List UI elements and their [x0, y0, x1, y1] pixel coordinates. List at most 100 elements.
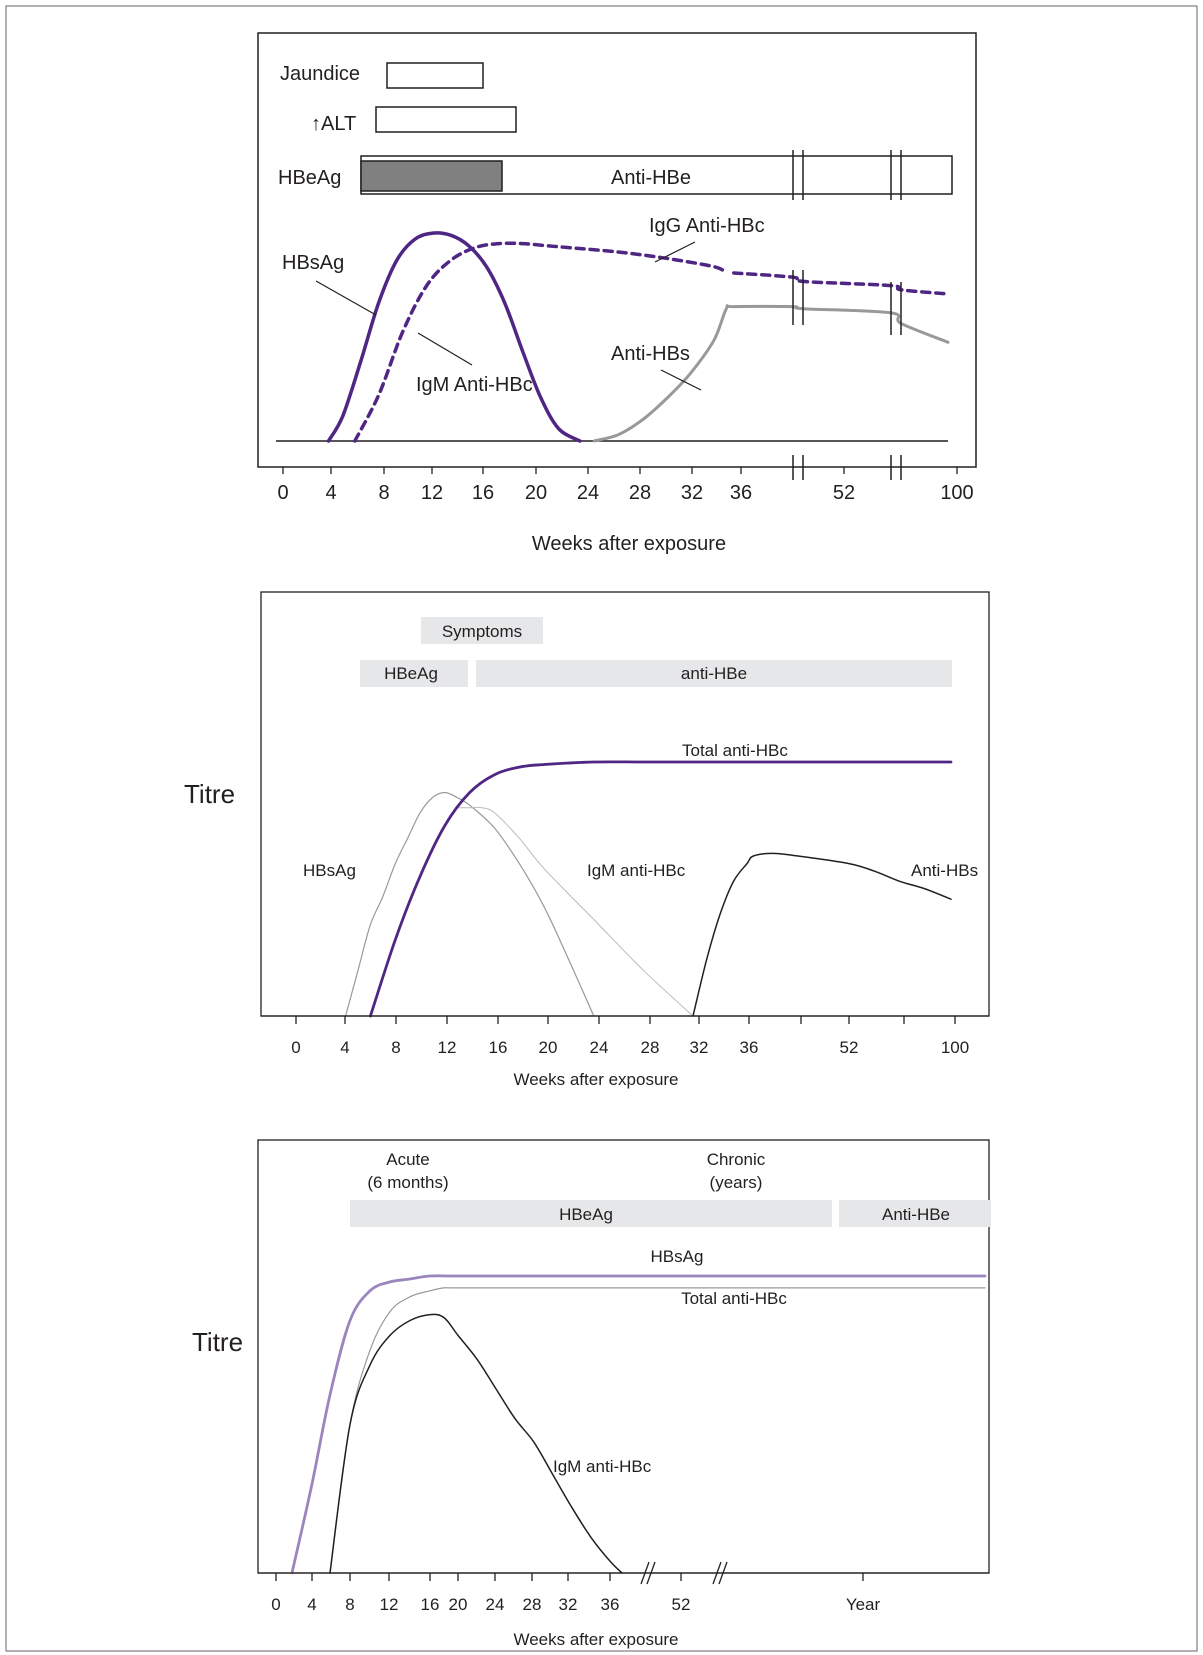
alt-arrow: ↑ — [311, 113, 321, 135]
panel-2-xaxis: 0 4 8 12 16 20 24 28 32 36 52 100 — [261, 1015, 989, 1057]
panel-2-bar-symptoms — [421, 617, 543, 644]
panel-1-curve-igg-anti-hbc — [732, 271, 950, 296]
panel-1-xlabel: Weeks after exposure — [532, 533, 726, 555]
panel-1-curve-breaks — [792, 270, 902, 335]
panel-2-ylabel: Titre — [184, 779, 235, 809]
panel-3-label-hbsag: HBsAg — [651, 1247, 704, 1266]
panel-1-tick-label: 4 — [325, 482, 336, 504]
panel-1-bar-breaks — [792, 150, 902, 200]
panel-1-tick-label: 12 — [421, 482, 443, 504]
panel-3-phase-chronic-1: Chronic — [707, 1150, 766, 1169]
panel-3-xaxis: 0 4 8 12 16 20 24 28 32 36 52 Year — [258, 1572, 989, 1614]
panel-2-label-antihbs: Anti-HBs — [911, 861, 978, 880]
panel-3-axis-breaks — [640, 1561, 728, 1585]
panel-2-bar-antihbe — [476, 660, 952, 687]
panel-3-curve-hbsag — [290, 1274, 987, 1575]
panel-1-tick-label: 32 — [681, 482, 703, 504]
panel-3-tick-label: 4 — [307, 1595, 316, 1614]
panel-2-tick-label: 36 — [740, 1038, 759, 1057]
panel-2-label-hbeag: HBeAg — [384, 664, 438, 683]
panel-3-tick-label: 36 — [601, 1595, 620, 1614]
panel-2-tick-label: 24 — [590, 1038, 609, 1057]
panel-1-tick-label: 36 — [730, 482, 752, 504]
panel-3-tick-label: 8 — [345, 1595, 354, 1614]
panel-2-curve-anti-hbs — [692, 852, 952, 1017]
panel-2-curve-total-anti-hbc — [369, 760, 953, 1018]
panel-1-label-igg: IgG Anti-HBc — [649, 215, 765, 237]
page-border — [5, 5, 1198, 1652]
panel-1-leader-igg — [654, 241, 696, 263]
panel-1-bar-jaundice — [386, 62, 484, 89]
panel-3-curve-total-anti-hbc — [329, 1287, 986, 1574]
panel-1-xaxis: 0 4 8 12 16 20 24 28 32 36 52 100 — [277, 467, 974, 504]
panel-1-label-hbsag: HBsAg — [282, 252, 344, 274]
panel-1-tick-label: 52 — [833, 482, 855, 504]
panel-1-curve-igm-anti-hbc — [353, 241, 729, 443]
panel-3-bar-antihbe — [839, 1200, 991, 1227]
panel-2-tick-label: 12 — [438, 1038, 457, 1057]
panel-2-tick-label: 8 — [391, 1038, 400, 1057]
panel-2-tick-label: 20 — [539, 1038, 558, 1057]
panel-3-xlabel: Weeks after exposure — [513, 1630, 678, 1649]
panel-2-label-total: Total anti-HBc — [682, 741, 788, 760]
panel-2-tick-label: 100 — [941, 1038, 969, 1057]
panel-3-tick-label: 0 — [271, 1595, 280, 1614]
panel-1-label-antihbe: Anti-HBe — [611, 167, 691, 189]
panel-2-tick-label: 28 — [641, 1038, 660, 1057]
panel-3-tick-label: 32 — [559, 1595, 578, 1614]
panel-2-tick-label: 16 — [489, 1038, 508, 1057]
panel-1-tick-label: 24 — [577, 482, 599, 504]
panel-2-label-igm: IgM anti-HBc — [587, 861, 686, 880]
panel-1-curve-hbsag — [326, 231, 582, 443]
panel-1-tick-label: 20 — [525, 482, 547, 504]
panel-1-leader-igm — [417, 332, 473, 366]
panel-1-frame — [257, 32, 977, 468]
panel-3-label-igm: IgM anti-HBc — [553, 1457, 652, 1476]
panel-2: Titre Symptoms HBeAg anti-HBe Total anti… — [184, 591, 990, 1089]
panel-2-tick-label: 0 — [291, 1038, 300, 1057]
panel-1-label-hbeag: HBeAg — [278, 167, 341, 189]
panel-1: Jaundice ↑ALT HBeAg Anti-HBe IgG Anti-HB… — [257, 32, 977, 555]
panel-3-label-total: Total anti-HBc — [681, 1289, 787, 1308]
panel-2-bar-hbeag — [360, 660, 468, 687]
panel-3-tick-label: 24 — [486, 1595, 505, 1614]
panel-2-curve-igm-anti-hbc — [456, 806, 694, 1017]
panel-1-tick-label: 0 — [277, 482, 288, 504]
panel-3-curve-igm-anti-hbc — [329, 1313, 623, 1574]
panel-3-tick-label: 28 — [523, 1595, 542, 1614]
panel-1-bar-hbeag — [360, 160, 503, 192]
panel-2-tick-label: 32 — [690, 1038, 709, 1057]
alt-text: ALT — [321, 113, 356, 135]
panel-3: Titre Acute (6 months) Chronic (years) H… — [192, 1139, 991, 1649]
panel-1-axis-breaks — [792, 455, 902, 480]
panel-1-tick-label: 28 — [629, 482, 651, 504]
panel-1-label-antihbs: Anti-HBs — [611, 343, 690, 365]
panel-2-label-antihbe: anti-HBe — [681, 664, 747, 683]
panel-3-phase-chronic-2: (years) — [710, 1173, 763, 1192]
panel-1-tick-label: 16 — [472, 482, 494, 504]
panel-3-bar-hbeag — [350, 1200, 832, 1227]
panel-2-curve-hbsag — [345, 791, 595, 1017]
panel-3-tick-label: 52 — [672, 1595, 691, 1614]
panel-1-label-alt: ↑ALT — [311, 113, 356, 135]
panel-3-curves — [290, 1274, 987, 1575]
panel-2-xlabel: Weeks after exposure — [513, 1070, 678, 1089]
panel-1-leader-hbsag — [315, 280, 377, 316]
panel-3-tick-label: 20 — [449, 1595, 468, 1614]
panel-1-curves — [326, 231, 950, 443]
panel-1-tick-label: 100 — [940, 482, 973, 504]
panel-3-phase-acute-2: (6 months) — [367, 1173, 448, 1192]
panel-2-tick-label: 52 — [840, 1038, 859, 1057]
panel-1-bar-alt — [375, 106, 517, 133]
panel-1-label-jaundice: Jaundice — [280, 63, 360, 85]
panel-3-label-antihbe: Anti-HBe — [882, 1205, 950, 1224]
panel-3-ylabel: Titre — [192, 1327, 243, 1357]
panel-1-label-igm: IgM Anti-HBc — [416, 374, 533, 396]
panel-2-tick-label: 4 — [340, 1038, 349, 1057]
panel-2-label-symptoms: Symptoms — [442, 622, 522, 641]
panel-3-label-hbeag: HBeAg — [559, 1205, 613, 1224]
panel-2-curves — [345, 760, 953, 1018]
panel-3-tick-label: 12 — [380, 1595, 399, 1614]
